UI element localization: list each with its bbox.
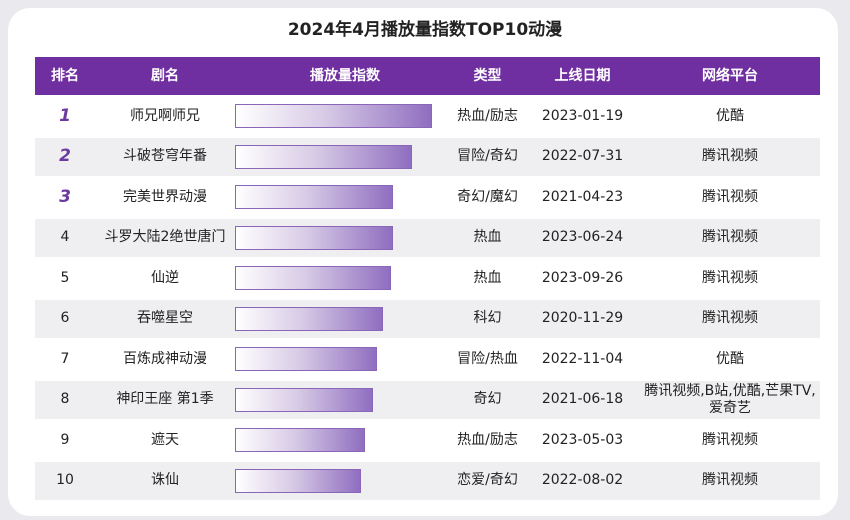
table-row: 1 师兄啊师兄 热血/励志 2023-01-19 优酷 bbox=[35, 97, 820, 135]
table-row: 6 吞噬星空 科幻 2020-11-29 腾讯视频 bbox=[35, 299, 820, 338]
platform-cell: 腾讯视频 bbox=[702, 148, 758, 164]
release-date-cell: 2023-05-03 bbox=[541, 431, 624, 448]
release-date-cell: 2023-09-26 bbox=[541, 269, 624, 286]
play-index-bar bbox=[235, 347, 377, 371]
play-index-bar bbox=[235, 428, 366, 452]
table-row: 5 仙逆 热血 2023-09-26 腾讯视频 bbox=[35, 259, 820, 297]
header-platform: 网络平台 bbox=[702, 68, 758, 84]
table-header: 排名 剧名 播放量指数 类型 上线日期 网络平台 bbox=[35, 57, 820, 95]
rank-cell: 2 bbox=[59, 146, 71, 166]
table-row: 2 斗破苍穹年番 冒险/奇幻 2022-07-31 腾讯视频 bbox=[35, 137, 820, 176]
table-row: 10 诛仙 恋爱/奇幻 2022-08-02 腾讯视频 bbox=[35, 461, 820, 500]
title-cell: 斗罗大陆2绝世唐门 bbox=[104, 229, 226, 245]
title-cell: 斗破苍穹年番 bbox=[123, 148, 207, 164]
platform-cell: 腾讯视频 bbox=[702, 269, 758, 286]
release-date-cell: 2021-06-18 bbox=[541, 391, 624, 407]
index-cell bbox=[235, 178, 455, 216]
play-index-bar bbox=[235, 144, 413, 169]
genre-cell: 冒险/奇幻 bbox=[457, 148, 518, 164]
table-row: 9 遮天 热血/励志 2023-05-03 腾讯视频 bbox=[35, 421, 820, 459]
platform-cell: 腾讯视频,B站,优酷,芒果TV,爱奇艺 bbox=[644, 382, 816, 416]
platform-cell: 腾讯视频 bbox=[702, 431, 758, 448]
title-cell: 百炼成神动漫 bbox=[123, 350, 207, 367]
index-cell bbox=[235, 340, 455, 378]
genre-cell: 奇幻 bbox=[473, 391, 502, 407]
rank-cell: 8 bbox=[60, 391, 70, 407]
platform-cell: 腾讯视频 bbox=[702, 229, 758, 245]
platform-cell: 腾讯视频 bbox=[702, 188, 758, 205]
genre-cell: 科幻 bbox=[473, 310, 502, 326]
title-cell: 完美世界动漫 bbox=[123, 188, 207, 205]
rank-cell: 9 bbox=[60, 431, 70, 448]
play-index-bar bbox=[235, 185, 393, 209]
play-index-bar bbox=[235, 468, 362, 493]
platform-cell: 腾讯视频 bbox=[702, 472, 758, 488]
genre-cell: 热血/励志 bbox=[457, 107, 518, 124]
play-index-bar bbox=[235, 306, 383, 331]
rank-cell: 3 bbox=[59, 186, 71, 207]
release-date-cell: 2020-11-29 bbox=[541, 310, 624, 326]
index-cell bbox=[235, 259, 455, 297]
table-row: 7 百炼成神动漫 冒险/热血 2022-11-04 优酷 bbox=[35, 340, 820, 378]
genre-cell: 热血 bbox=[473, 229, 502, 245]
header-type: 类型 bbox=[473, 68, 502, 84]
index-cell bbox=[235, 421, 455, 459]
title-cell: 神印王座 第1季 bbox=[116, 391, 214, 407]
title-cell: 遮天 bbox=[151, 431, 179, 448]
header-index: 播放量指数 bbox=[310, 68, 380, 84]
genre-cell: 热血/励志 bbox=[457, 431, 518, 448]
header-rank: 排名 bbox=[51, 68, 79, 84]
index-cell bbox=[235, 300, 455, 338]
play-index-bar bbox=[235, 225, 393, 250]
genre-cell: 冒险/热血 bbox=[457, 350, 518, 367]
header-date: 上线日期 bbox=[554, 68, 611, 84]
index-cell bbox=[235, 462, 455, 500]
rank-cell: 6 bbox=[60, 310, 70, 326]
page-title: 2024年4月播放量指数TOP10动漫 bbox=[287, 20, 563, 40]
platform-cell: 优酷 bbox=[716, 350, 744, 367]
rank-cell: 5 bbox=[60, 269, 70, 286]
release-date-cell: 2022-08-02 bbox=[541, 472, 624, 488]
release-date-cell: 2022-11-04 bbox=[541, 350, 624, 367]
genre-cell: 热血 bbox=[473, 269, 502, 286]
rank-cell: 4 bbox=[60, 229, 70, 245]
index-cell bbox=[235, 381, 455, 419]
play-index-bar bbox=[235, 104, 432, 128]
index-cell bbox=[235, 219, 455, 257]
table-row: 3 完美世界动漫 奇幻/魔幻 2021-04-23 腾讯视频 bbox=[35, 178, 820, 216]
platform-cell: 优酷 bbox=[716, 107, 744, 124]
rank-cell: 1 bbox=[59, 105, 71, 126]
index-cell bbox=[235, 138, 455, 176]
index-cell bbox=[235, 97, 455, 135]
table-row: 8 神印王座 第1季 奇幻 2021-06-18 腾讯视频,B站,优酷,芒果TV,爱奇艺 bbox=[35, 380, 820, 419]
title-cell: 诛仙 bbox=[151, 472, 179, 488]
release-date-cell: 2021-04-23 bbox=[541, 188, 624, 205]
play-index-bar bbox=[235, 266, 391, 290]
title-cell: 仙逆 bbox=[151, 269, 179, 286]
table-row: 4 斗罗大陆2绝世唐门 热血 2023-06-24 腾讯视频 bbox=[35, 218, 820, 257]
rank-cell: 10 bbox=[56, 472, 74, 488]
release-date-cell: 2023-06-24 bbox=[541, 229, 624, 245]
genre-cell: 奇幻/魔幻 bbox=[457, 188, 518, 205]
genre-cell: 恋爱/奇幻 bbox=[457, 472, 518, 488]
release-date-cell: 2022-07-31 bbox=[541, 148, 624, 164]
release-date-cell: 2023-01-19 bbox=[541, 107, 624, 124]
title-cell: 师兄啊师兄 bbox=[130, 107, 200, 124]
header-name: 剧名 bbox=[151, 68, 179, 84]
play-index-bar bbox=[235, 387, 373, 412]
rank-cell: 7 bbox=[60, 350, 70, 367]
platform-cell: 腾讯视频 bbox=[702, 310, 758, 326]
title-cell: 吞噬星空 bbox=[137, 310, 193, 326]
